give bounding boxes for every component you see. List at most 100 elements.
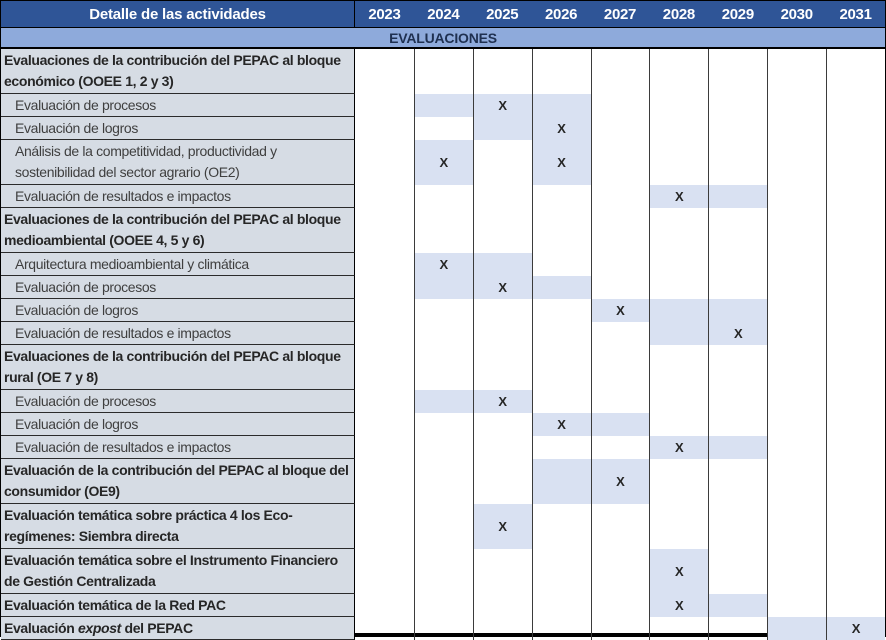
year-cell-2030 [767,549,826,594]
year-cell-2030 [767,390,826,413]
year-cell-2027 [590,322,650,345]
year-cell-2028 [649,140,708,185]
table-row: Evaluación temática de la Red PAC X [1,594,885,617]
year-cell-2023 [355,299,414,322]
year-cell-2025: X [472,390,532,413]
year-cell-2024 [413,276,473,299]
year-cell-2029 [708,94,767,117]
year-cell-2028: X [649,594,709,617]
year-grid: X [355,617,885,640]
table-row: Evaluación de resultados e impactos X [1,322,885,345]
year-cell-2024: X [413,253,473,276]
year-cell-2025 [472,345,532,390]
activity-label: Evaluación de logros [1,299,355,322]
activity-label: Evaluación de procesos [1,94,355,117]
table-row: Evaluación de logros X [1,117,885,140]
year-cell-2024 [413,117,473,140]
year-cell-2024 [413,49,473,94]
year-cell-2028 [649,208,708,253]
year-cell-2023 [355,345,414,390]
year-cell-2028: X [649,436,709,459]
year-cell-2025: X [472,276,532,299]
year-cell-2031 [826,140,885,185]
schedule-x-mark: X [498,280,508,295]
year-cell-2023 [355,504,414,549]
year-cell-2029 [708,594,768,617]
year-grid [355,345,885,390]
year-cell-2025 [472,436,532,459]
year-cell-2025 [472,117,532,140]
activity-label: Evaluación de logros [1,413,355,436]
year-grid: X [355,276,885,299]
year-cell-2031 [826,345,885,390]
year-cell-2027 [590,390,650,413]
activity-label: Arquitectura medioambiental y climática [1,253,355,276]
year-cell-2026 [531,390,591,413]
year-cell-2028 [649,345,708,390]
table-row: Evaluación de la contribución del PEPAC … [1,459,885,504]
year-cell-2031: X [826,617,885,640]
year-cell-2029 [708,117,767,140]
year-cell-2031 [826,549,885,594]
year-cell-2027: X [590,299,650,322]
year-cell-2030 [767,299,826,322]
year-cell-2031 [826,185,885,208]
year-grid: X [355,322,885,345]
year-cell-2027 [590,436,650,459]
year-cell-2027 [590,617,650,640]
year-cell-2026 [531,504,591,549]
column-header-activities: Detalle de las actividades [1,1,355,27]
year-grid: X [355,436,885,459]
year-cell-2025: X [472,94,532,117]
year-cell-2025 [472,594,532,617]
year-cell-2031 [826,253,885,276]
year-cell-2027 [590,594,650,617]
year-grid: X [355,117,885,140]
year-headers: 2023 2024 2025 2026 2027 2028 2029 2030 2031 [355,1,885,27]
year-cell-2031 [826,459,885,504]
table-row: Evaluación de logros X [1,299,885,322]
year-cell-2029 [708,208,767,253]
year-cell-2025 [472,185,532,208]
activity-label: Evaluación temática de la Red PAC [1,594,355,617]
year-cell-2023 [355,390,414,413]
schedule-x-mark: X [675,564,684,579]
year-cell-2023 [355,549,414,594]
year-cell-2024 [413,390,473,413]
year-cell-2029 [708,49,767,94]
year-header-2031: 2031 [839,5,872,23]
year-cell-2024 [413,504,473,549]
activity-label: Evaluaciones de la contribución del PEPA… [1,208,355,253]
year-cell-2026 [531,208,591,253]
year-cell-2028 [649,299,709,322]
year-cell-2025 [472,413,532,436]
schedule-x-mark: X [498,98,508,113]
year-cell-2026 [531,322,591,345]
year-cell-2031 [826,413,885,436]
year-cell-2029 [708,617,767,640]
year-cell-2027 [590,504,650,549]
year-cell-2023 [355,594,414,617]
year-cell-2029 [708,276,767,299]
year-cell-2025 [472,459,532,504]
year-cell-2028 [649,459,708,504]
schedule-x-mark: X [851,621,861,636]
year-cell-2030 [767,617,827,640]
year-cell-2026 [531,459,591,504]
year-grid: X [355,185,885,208]
year-grid: X [355,459,885,504]
table-row: Evaluación de resultados e impactos X [1,185,885,208]
activity-label: Análisis de la competitividad, productiv… [1,140,355,185]
activity-label: Evaluación temática sobre práctica 4 los… [1,504,355,549]
year-cell-2030 [767,117,826,140]
year-cell-2025 [472,140,532,185]
schedule-x-mark: X [498,394,508,409]
year-cell-2030 [767,459,826,504]
year-cell-2027 [590,94,650,117]
year-cell-2026 [531,617,591,640]
year-cell-2031 [826,117,885,140]
year-cell-2026 [531,253,591,276]
year-cell-2024 [413,549,473,594]
year-cell-2023 [355,436,414,459]
